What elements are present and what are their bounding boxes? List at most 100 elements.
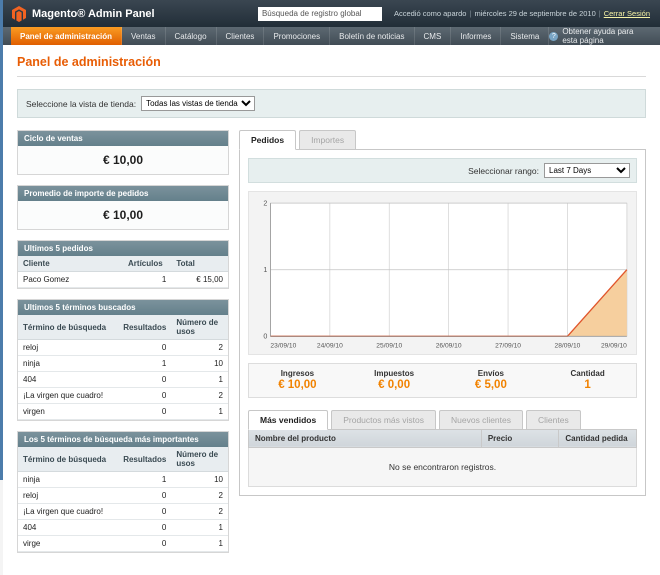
table-cell: 404 [18,371,119,388]
column-header: Cantidad pedida [558,428,637,448]
nav-item-cms[interactable]: CMS [415,27,452,45]
top-search-terms-title: Los 5 términos de búsqueda más important… [18,432,228,447]
table-cell: Paco Gomez [18,271,124,288]
column-header: Precio [480,428,560,448]
last-search-terms-table: Término de búsqueda Resultados Número de u… [18,315,228,420]
table-row: ¡La virgen que cuadro! 0 2 [18,387,228,404]
total-ingresos: Ingresos € 10,00 [249,369,346,391]
page-title: Panel de administración [17,55,646,77]
table-row: ¡La virgen que cuadro! 0 2 [18,503,228,520]
svg-text:25/09/10: 25/09/10 [376,343,402,350]
empty-message: No se encontraron registros. [248,446,637,487]
table-cell: ¡La virgen que cuadro! [18,387,119,404]
total-cantidad: Cantidad 1 [539,369,636,391]
column-header: Número de usos [171,315,228,340]
column-header: Artículos [123,256,172,272]
table-cell: 2 [171,503,228,520]
chart-tabs: Pedidos Importes [239,130,646,150]
table-cell: € 15,00 [171,271,228,288]
svg-text:23/09/10: 23/09/10 [270,343,296,350]
total-value: € 10,00 [278,378,317,391]
svg-text:2: 2 [263,200,267,208]
table-cell: 0 [118,535,172,552]
average-order-title: Promedio de importe de pedidos [18,186,228,201]
nav-item-ventas[interactable]: Ventas [122,27,166,45]
table-cell: 1 [118,355,172,372]
help-link[interactable]: ? Obtener ayuda para esta página [549,27,660,45]
tab-importes[interactable]: Importes [299,130,357,150]
average-order-box: Promedio de importe de pedidos € 10,00 [17,185,229,230]
bottom-tabs: Más vendidos Productos más vistos Nuevos c… [248,409,637,430]
table-row: reloj 0 2 [18,339,228,356]
range-select[interactable]: Last 7 Days [544,163,630,178]
nav-item-clientes[interactable]: Clientes [217,27,265,45]
nav-item-boletin-de-noticias[interactable]: Boletín de noticias [330,27,415,45]
nav-item-panel-de-administracion[interactable]: Panel de administración [11,27,123,45]
column-header: Término de búsqueda [18,315,119,340]
orders-chart: 0 1 2 23/09/10 24/09/10 25/09/10 26/09/10 27/09… [263,200,628,350]
last-orders-title: Ultimos 5 pedidos [18,241,228,256]
table-row: virge 0 1 [18,535,228,552]
average-order-value: € 10,00 [18,201,228,229]
last-orders-box: Ultimos 5 pedidos Cliente Artículos Total P… [17,240,229,289]
table-cell: 0 [118,519,172,536]
table-cell: reloj [18,487,119,504]
table-row: ninja 1 10 [18,355,228,372]
session-info: Accedió como apardo | miércoles 29 de sept… [393,9,650,18]
current-date: miércoles 29 de septiembre de 2010 [474,9,596,18]
total-value: € 0,00 [378,378,411,391]
nav-item-informes[interactable]: Informes [451,27,502,45]
lifetime-sales-value: € 10,00 [18,146,228,174]
table-cell: 1 [171,519,228,536]
store-view-bar: Seleccione la vista de tienda: Todas las… [17,89,646,118]
tab-mas-vendidos[interactable]: Más vendidos [248,409,329,430]
chart-area: 0 1 2 23/09/10 24/09/10 25/09/10 26/09/10 27/09… [248,191,637,355]
dashboard-content: Panel de administración Seleccione la vi… [3,45,660,575]
tab-pedidos[interactable]: Pedidos [239,130,297,150]
logout-link[interactable]: Cerrar Sesión [603,9,650,18]
tab-nuevos-clientes[interactable]: Nuevos clientes [439,409,524,430]
table-cell: 2 [171,339,228,356]
totals-bar: Ingresos € 10,00 Impuestos € 0,00 Envíos € 5,… [248,362,637,398]
table-cell: 1 [171,403,228,420]
store-view-label: Seleccione la vista de tienda: [26,98,137,109]
last-orders-table: Cliente Artículos Total Paco Gomez 1 € 15,00 [18,256,228,288]
dashboard-sidebar: Ciclo de ventas € 10,00 Promedio de impo… [17,130,229,563]
table-cell: 2 [171,487,228,504]
column-header: Número de usos [171,447,228,472]
last-search-terms-title: Ultimos 5 términos buscados [18,300,228,315]
tab-clientes[interactable]: Clientes [526,409,581,430]
table-cell: 0 [118,503,172,520]
help-icon: ? [549,31,559,41]
nav-item-promociones[interactable]: Promociones [264,27,331,45]
table-cell: 0 [118,387,172,404]
nav-item-sistema[interactable]: Sistema [501,27,550,45]
table-cell: virgen [18,403,119,420]
total-value: € 5,00 [474,378,507,391]
orders-panel: Seleccionar rango: Last 7 Days 0 1 2 23/09/… [239,149,646,496]
range-toolbar: Seleccionar rango: Last 7 Days [248,158,637,183]
table-cell: 1 [171,535,228,552]
store-view-select[interactable]: Todas las vistas de tienda [141,96,256,111]
top-header: Magento® Admin Panel Accedió como apardo… [3,0,660,27]
total-envios: Envíos € 5,00 [443,369,540,391]
svg-text:27/09/10: 27/09/10 [495,343,521,350]
table-cell: 0 [118,487,172,504]
global-search-input[interactable] [257,6,382,21]
magento-logo-icon [12,5,26,22]
table-cell: 0 [118,371,172,388]
main-nav: Panel de administración Ventas Catálogo Cli… [3,27,660,45]
total-label: Envíos [477,368,504,378]
svg-text:1: 1 [263,266,267,274]
total-label: Impuestos [374,368,415,378]
products-grid: Nombre del producto Precio Cantidad pedida… [248,428,637,487]
tab-productos-mas-vistos[interactable]: Productos más vistos [331,409,436,430]
svg-text:26/09/10: 26/09/10 [436,343,462,350]
nav-items: Panel de administración Ventas Catálogo Cli… [11,27,550,45]
nav-item-catalogo[interactable]: Catálogo [166,27,217,45]
admin-page: Magento® Admin Panel Accedió como apardo… [3,0,660,575]
svg-text:0: 0 [263,333,267,341]
table-cell: ¡La virgen que cuadro! [18,503,119,520]
top-search-terms-table: Término de búsqueda Resultados Número de u… [18,447,228,552]
svg-text:29/09/10: 29/09/10 [601,343,627,350]
